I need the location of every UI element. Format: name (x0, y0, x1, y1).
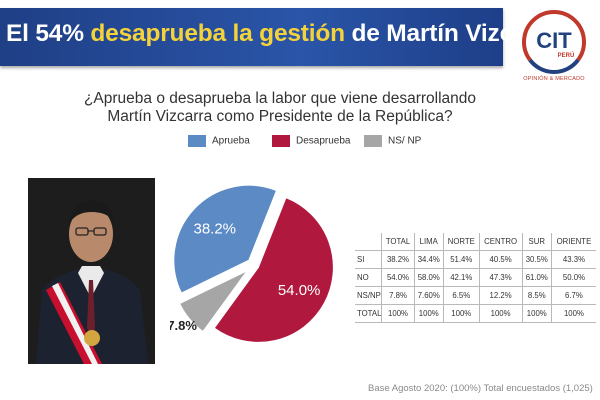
table-cell: 40.5% (478, 250, 523, 269)
headline-pre: El 54% (6, 20, 91, 47)
pie-data-label: 54.0% (278, 282, 321, 299)
table-cell: 100% (521, 304, 552, 323)
table-row: TOTAL 100% 100% 100% 100% 100% 100% (355, 304, 596, 323)
table-header-cell: ORIENTE (550, 233, 596, 251)
headline: El 54% desaprueba la gestión de Martín V… (6, 20, 559, 48)
legend-label: Aprueba (212, 135, 250, 147)
pie-slice-ns-np (178, 270, 248, 333)
table-cell: 34.4% (413, 250, 444, 269)
table-header-cell: SUR (521, 233, 552, 251)
logo-text: CIT (536, 28, 572, 53)
table-cell: 100% (381, 304, 415, 323)
row-label: SI (355, 250, 383, 269)
survey-question: ¿Aprueba o desaprueba la labor que viene… (83, 90, 477, 125)
pie-data-label: 38.2% (193, 221, 236, 238)
table-row: SI 38.2% 34.4% 51.4% 40.5% 30.5% 43.3% (355, 250, 596, 269)
table-header-cell: TOTAL (381, 233, 415, 251)
row-label: NS/NP (355, 286, 383, 305)
table-header-cell: NORTE (442, 233, 480, 251)
legend-swatch (188, 135, 206, 147)
table-cell: 50.0% (550, 268, 596, 287)
table-cell: 51.4% (442, 250, 480, 269)
table-cell (355, 233, 383, 251)
legend-swatch (272, 135, 290, 147)
logo-arc-red (522, 10, 586, 62)
legend-item-desaprueba: Desaprueba (272, 135, 350, 147)
row-label: NO (355, 268, 383, 287)
legend-label: Desaprueba (296, 135, 351, 147)
approval-pie-chart: 54.0% 7.8% 38.2% (170, 184, 334, 343)
table-cell: 100% (478, 304, 523, 323)
table-header-cell: LIMA (413, 233, 444, 251)
table-header-cell: CENTRO (478, 233, 523, 251)
table-cell: 43.3% (550, 250, 596, 269)
pie-data-label: 7.8% (170, 318, 197, 333)
table-cell: 47.3% (478, 268, 523, 287)
table-cell: 7.8% (381, 286, 415, 305)
headline-highlight: desaprueba la gestión (90, 20, 345, 47)
table-cell: 30.5% (521, 250, 552, 269)
logo-sub: PERÚ (558, 52, 575, 59)
pie-slice-aprueba (173, 184, 278, 294)
table-header-row: TOTAL LIMA NORTE CENTRO SUR ORIENTE (355, 233, 596, 251)
legend-item-aprueba: Aprueba (188, 135, 250, 147)
footnote: Base Agosto 2020: (100%) Total encuestad… (368, 383, 593, 394)
cit-logo: CIT PERÚ (522, 10, 586, 74)
president-photo (28, 178, 155, 364)
table-cell: 100% (413, 304, 444, 323)
table-row: NO 54.0% 58.0% 42.1% 47.3% 61.0% 50.0% (355, 268, 596, 287)
table-cell: 38.2% (381, 250, 415, 269)
legend-item-nsnp: NS/ NP (364, 135, 421, 147)
table-cell: 58.0% (413, 268, 444, 287)
logo-tagline: OPINIÓN & MERCADO (523, 76, 585, 82)
table-cell: 54.0% (381, 268, 415, 287)
table-row: NS/NP 7.8% 7.60% 6.5% 12.2% 8.5% 6.7% (355, 286, 596, 305)
table-cell: 12.2% (478, 286, 523, 305)
row-label: TOTAL (355, 304, 383, 323)
table-cell: 42.1% (442, 268, 480, 287)
table-cell: 6.7% (550, 286, 596, 305)
table-cell: 6.5% (442, 286, 480, 305)
table-cell: 8.5% (521, 286, 552, 305)
table-cell: 100% (442, 304, 480, 323)
table-cell: 100% (550, 304, 596, 323)
headline-banner (0, 8, 503, 66)
legend-label: NS/ NP (388, 135, 422, 147)
legend-swatch (364, 135, 382, 147)
logo-arc-blue (528, 58, 580, 74)
regional-table: TOTAL LIMA NORTE CENTRO SUR ORIENTE SI 3… (355, 233, 596, 323)
table-cell: 7.60% (413, 286, 444, 305)
pie-slice-desaprueba (213, 197, 334, 343)
table-cell: 61.0% (521, 268, 552, 287)
